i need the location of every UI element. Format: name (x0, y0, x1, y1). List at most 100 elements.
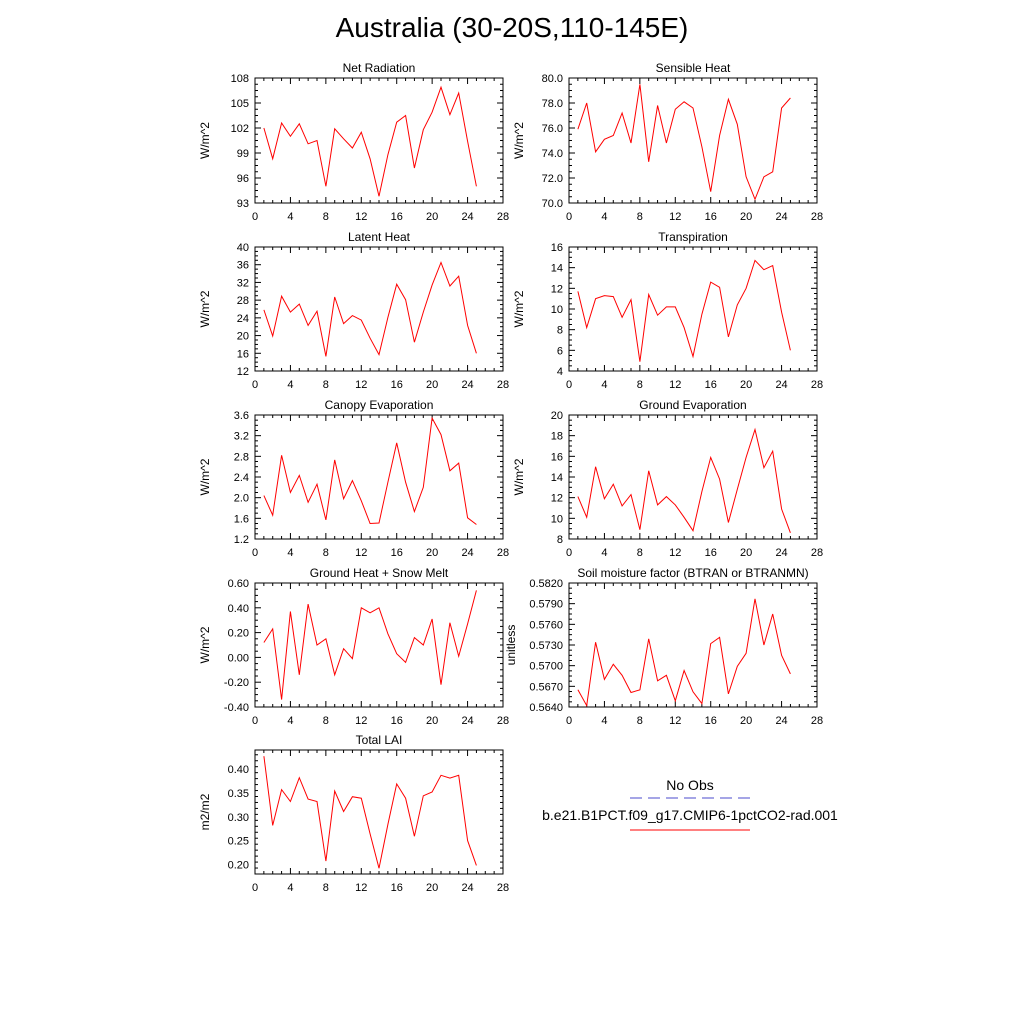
x-tick-label: 16 (391, 211, 403, 223)
x-tick-label: 12 (355, 211, 367, 223)
x-tick-label: 4 (601, 715, 607, 727)
x-tick-label: 8 (637, 379, 643, 391)
x-tick-label: 28 (497, 715, 509, 727)
y-tick-label: 16 (551, 242, 563, 254)
panel-ground-evaporation: Ground Evaporation W/m^2 0 4 8 12 16 20 24 28 8 10 1… (512, 398, 823, 559)
y-tick-label: 20 (237, 331, 249, 343)
x-tick-label: 20 (426, 211, 438, 223)
x-tick-label: 24 (775, 211, 787, 223)
y-tick-label: 16 (551, 451, 563, 463)
x-tick-label: 28 (811, 715, 823, 727)
x-tick-label: 4 (601, 379, 607, 391)
y-tick-label: 6 (557, 345, 563, 357)
x-tick-label: 16 (705, 715, 717, 727)
x-tick-label: 0 (566, 547, 572, 559)
y-tick-label: 10 (551, 304, 563, 316)
panel-title: Ground Evaporation (639, 398, 746, 412)
y-axis-label: m2/m2 (198, 793, 212, 830)
x-tick-label: 8 (323, 211, 329, 223)
panel-title: Total LAI (356, 733, 403, 747)
series-line (577, 84, 791, 201)
x-tick-label: 28 (497, 211, 509, 223)
series-line (577, 427, 791, 533)
y-tick-label: 76.0 (542, 123, 563, 135)
y-tick-label: 10 (551, 513, 563, 525)
y-tick-label: -0.20 (224, 677, 249, 689)
y-tick-label: 14 (551, 472, 563, 484)
x-tick-label: 0 (566, 715, 572, 727)
x-tick-label: 16 (391, 715, 403, 727)
panel-title: Latent Heat (348, 230, 411, 244)
y-tick-label: 2.4 (234, 472, 249, 484)
x-tick-label: 0 (252, 211, 258, 223)
panel-total-lai: Total LAI m2/m2 0 4 8 12 16 20 24 28 0.20 0.25 0.30 0… (198, 733, 509, 894)
x-tick-label: 8 (323, 547, 329, 559)
y-tick-label: 1.2 (234, 534, 249, 546)
x-tick-label: 24 (775, 547, 787, 559)
y-tick-label: 105 (231, 98, 249, 110)
plot-frame (568, 414, 818, 540)
x-tick-label: 0 (566, 379, 572, 391)
y-tick-label: 28 (237, 295, 249, 307)
y-tick-label: 14 (551, 263, 563, 275)
plot-frame (568, 77, 818, 204)
y-tick-label: 0.5640 (529, 702, 563, 714)
y-axis-label: W/m^2 (198, 458, 212, 495)
y-tick-label: 36 (237, 260, 249, 272)
x-tick-label: 28 (811, 547, 823, 559)
x-tick-label: 16 (391, 882, 403, 894)
panel-title: Ground Heat + Snow Melt (310, 566, 449, 580)
y-axis-label: W/m^2 (198, 122, 212, 159)
x-tick-label: 12 (669, 547, 681, 559)
x-tick-label: 28 (811, 211, 823, 223)
panel-title: Canopy Evaporation (325, 398, 434, 412)
series-line (577, 598, 791, 708)
x-tick-label: 12 (355, 882, 367, 894)
x-tick-label: 4 (287, 547, 293, 559)
y-tick-label: 4 (557, 366, 563, 378)
x-tick-label: 12 (355, 547, 367, 559)
x-tick-label: 0 (252, 882, 258, 894)
y-tick-label: 16 (237, 348, 249, 360)
y-tick-label: 0.00 (228, 652, 249, 664)
y-tick-label: 2.0 (234, 493, 249, 505)
x-tick-label: 12 (669, 379, 681, 391)
x-tick-label: 20 (740, 547, 752, 559)
x-tick-label: 0 (252, 547, 258, 559)
y-tick-label: 0.40 (228, 764, 249, 776)
x-tick-label: 12 (355, 715, 367, 727)
x-tick-label: 24 (461, 547, 473, 559)
legend: No Obs b.e21.B1PCT.f09_g17.CMIP6-1pctCO2… (520, 776, 860, 834)
x-tick-label: 20 (740, 379, 752, 391)
y-tick-label: 0.35 (228, 788, 249, 800)
y-tick-label: 78.0 (542, 98, 563, 110)
x-tick-label: 28 (497, 882, 509, 894)
y-axis-label: W/m^2 (198, 290, 212, 327)
plot-frame (254, 246, 504, 372)
y-tick-label: 96 (237, 173, 249, 185)
x-tick-label: 8 (637, 211, 643, 223)
y-tick-label: 80.0 (542, 73, 563, 85)
y-tick-label: 12 (237, 366, 249, 378)
y-tick-label: 0.25 (228, 836, 249, 848)
y-tick-label: 72.0 (542, 173, 563, 185)
panel-soil-moisture-factor-btran-or-btranmn: Soil moisture factor (BTRAN or BTRANMN) u… (504, 566, 823, 727)
x-tick-label: 4 (287, 715, 293, 727)
y-tick-label: 93 (237, 198, 249, 210)
y-tick-label: 12 (551, 493, 563, 505)
x-tick-label: 28 (497, 379, 509, 391)
x-tick-label: 12 (669, 715, 681, 727)
x-tick-label: 8 (323, 882, 329, 894)
x-tick-label: 20 (426, 882, 438, 894)
y-tick-label: 0.60 (228, 578, 249, 590)
y-tick-label: 32 (237, 277, 249, 289)
y-tick-label: 8 (557, 325, 563, 337)
x-tick-label: 24 (775, 715, 787, 727)
panel-sensible-heat: Sensible Heat W/m^2 0 4 8 12 16 20 24 28 70.0 72.0 7… (512, 61, 823, 223)
y-axis-label: W/m^2 (512, 458, 526, 495)
y-tick-label: 0.20 (228, 859, 249, 871)
x-tick-label: 0 (252, 715, 258, 727)
y-tick-label: 0.5730 (529, 640, 563, 652)
y-tick-label: 0.5700 (529, 661, 563, 673)
